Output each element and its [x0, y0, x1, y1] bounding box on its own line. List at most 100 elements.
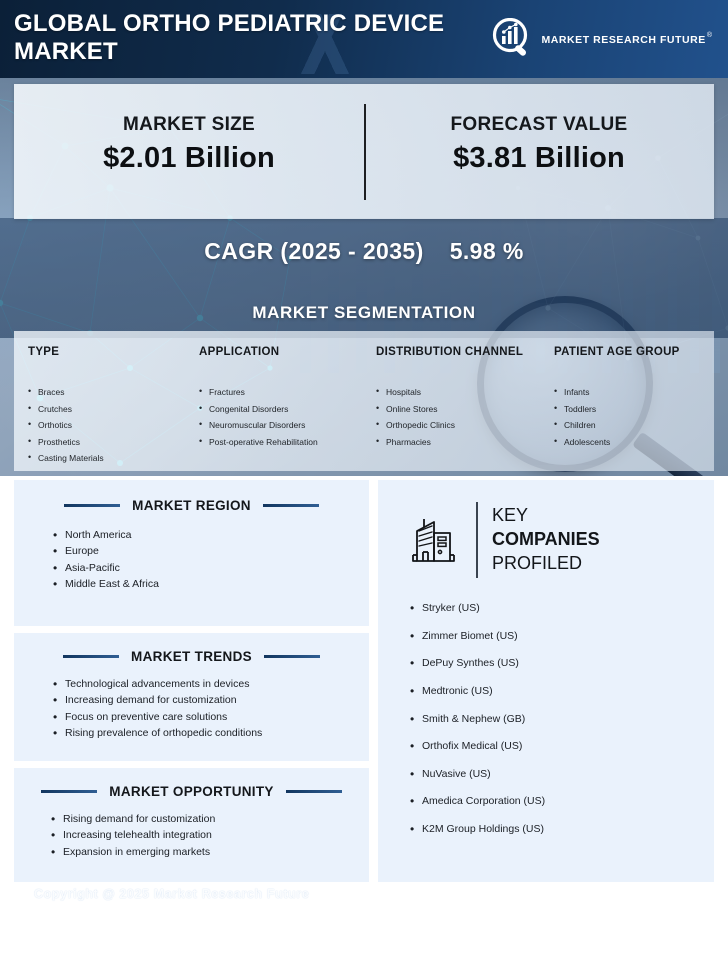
key-companies-word-1: KEY	[492, 505, 529, 526]
segment-item: Pharmacies	[376, 433, 546, 451]
market-trends-title: MARKET TRENDS	[131, 649, 252, 664]
title-rule-right	[262, 504, 319, 507]
market-region-title: MARKET REGION	[132, 498, 251, 513]
segment-item: Toddlers	[554, 400, 714, 418]
segment-item: Congenital Disorders	[199, 400, 369, 418]
segmentation-column-application: APPLICATION Fractures Congenital Disorde…	[199, 345, 369, 450]
overlay-url: www.marketresearchfuture.com	[530, 887, 712, 901]
page-footer: Copyright @ 2026 Market Research Future …	[0, 900, 728, 964]
market-opportunity-list: Rising demand for customization Increasi…	[48, 810, 357, 862]
market-value-panel: MARKET SIZE $2.01 Billion FORECAST VALUE…	[14, 84, 714, 219]
footer-copyright: Copyright @ 2026 Market Research Future	[22, 925, 284, 939]
title-rule-left	[41, 790, 98, 793]
segment-item: Children	[554, 416, 714, 434]
cagr-label: CAGR (2025 - 2035)	[204, 238, 424, 264]
header-watermark	[255, 14, 395, 74]
segment-item: Prosthetics	[28, 433, 198, 451]
segment-item: Post-operative Rehabilitation	[199, 433, 369, 451]
title-rule-right	[285, 790, 342, 793]
list-item: NuVasive (US)	[408, 767, 714, 782]
key-companies-word-3: PROFILED	[492, 552, 583, 573]
segment-heading: APPLICATION	[199, 346, 280, 358]
segment-item: Neuromuscular Disorders	[199, 416, 369, 434]
list-item: DePuy Synthes (US)	[408, 656, 714, 671]
market-trends-card: MARKET TRENDS Technological advancements…	[14, 633, 369, 761]
list-item: Stryker (US)	[408, 601, 714, 616]
market-region-card: MARKET REGION North America Europe Asia-…	[14, 480, 369, 626]
footer-url[interactable]: www.marketresearchfuture.com	[526, 925, 706, 939]
list-item: Medtronic (US)	[408, 684, 714, 699]
list-item: Expansion in emerging markets	[48, 843, 357, 862]
segmentation-column-type: TYPE Braces Crutches Orthotics Prostheti…	[28, 345, 198, 467]
list-item: Middle East & Africa	[50, 575, 353, 594]
forecast-value-label: FORECAST VALUE	[450, 114, 628, 135]
market-trends-title-row: MARKET TRENDS	[30, 649, 353, 664]
segment-item: Orthotics	[28, 416, 198, 434]
logo-text: MARKET RESEARCH FUTURE	[541, 34, 706, 46]
key-companies-divider	[476, 502, 478, 578]
market-opportunity-card: MARKET OPPORTUNITY Rising demand for cus…	[14, 768, 369, 882]
list-item: Rising demand for customization	[48, 810, 357, 829]
key-companies-word-2: COMPANIES	[492, 529, 600, 550]
market-opportunity-title: MARKET OPPORTUNITY	[109, 784, 274, 799]
segment-list: Braces Crutches Orthotics Prosthetics Ca…	[28, 383, 198, 467]
list-item: Orthofix Medical (US)	[408, 739, 714, 754]
title-rule-left	[64, 504, 121, 507]
value-panel-divider	[364, 104, 366, 200]
market-size-label: MARKET SIZE	[122, 114, 256, 135]
brand-logo: MARKET RESEARCH FUTURE®	[492, 17, 712, 60]
list-item: Asia-Pacific	[50, 559, 353, 578]
market-size-value: $2.01 Billion	[103, 142, 275, 174]
page-header: GLOBAL ORTHO PEDIATRIC DEVICE MARKET MAR…	[0, 0, 728, 78]
market-region-title-row: MARKET REGION	[30, 498, 353, 513]
list-item: Technological advancements in devices	[50, 675, 353, 694]
list-item: North America	[50, 526, 353, 545]
forecast-value-block: FORECAST VALUE $3.81 Billion	[364, 114, 714, 175]
market-opportunity-title-row: MARKET OPPORTUNITY	[26, 784, 357, 799]
segmentation-column-distribution-channel: DISTRIBUTION CHANNEL Hospitals Online St…	[376, 345, 546, 450]
list-item: Rising prevalence of orthopedic conditio…	[50, 724, 353, 743]
segment-item: Online Stores	[376, 400, 546, 418]
key-companies-list: Stryker (US) Zimmer Biomet (US) DePuy Sy…	[408, 601, 714, 837]
segment-heading: DISTRIBUTION CHANNEL	[376, 346, 524, 358]
list-item: Focus on preventive care solutions	[50, 708, 353, 727]
segment-heading: TYPE	[28, 346, 60, 358]
segment-item: Hospitals	[376, 383, 546, 401]
logo-wordmark: MARKET RESEARCH FUTURE®	[541, 30, 712, 48]
title-rule-left	[63, 655, 120, 658]
list-item: Amedica Corporation (US)	[408, 795, 714, 810]
key-companies-heading: KEY COMPANIES PROFILED	[492, 504, 600, 575]
hero-band: MARKET SIZE $2.01 Billion FORECAST VALUE…	[0, 78, 728, 476]
segment-item: Orthopedic Clinics	[376, 416, 546, 434]
registered-mark-icon: ®	[706, 31, 712, 39]
overlay-copyright: Copyright @ 2025 Market Research Future	[34, 887, 310, 901]
segment-item: Fractures	[199, 383, 369, 401]
list-item: Zimmer Biomet (US)	[408, 629, 714, 644]
forecast-value-value: $3.81 Billion	[453, 142, 625, 174]
segment-list: Hospitals Online Stores Orthopedic Clini…	[376, 383, 546, 451]
segment-item: Crutches	[28, 400, 198, 418]
list-item: Europe	[50, 542, 353, 561]
segmentation-column-patient-age-group: PATIENT AGE GROUP Infants Toddlers Child…	[554, 345, 714, 450]
market-segmentation-title: MARKET SEGMENTATION	[252, 303, 476, 322]
list-item: Increasing telehealth integration	[48, 826, 357, 845]
segment-list: Fractures Congenital Disorders Neuromusc…	[199, 383, 369, 451]
market-trends-list: Technological advancements in devices In…	[50, 675, 353, 743]
list-item: Increasing demand for customization	[50, 691, 353, 710]
building-icon	[404, 511, 462, 569]
market-size-block: MARKET SIZE $2.01 Billion	[14, 114, 364, 175]
key-companies-header: KEY COMPANIES PROFILED	[378, 480, 714, 578]
market-segmentation-panel: TYPE Braces Crutches Orthotics Prostheti…	[14, 331, 714, 471]
segment-item: Braces	[28, 383, 198, 401]
market-region-list: North America Europe Asia-Pacific Middle…	[50, 526, 353, 594]
segment-item: Casting Materials	[28, 449, 198, 467]
segment-item: Infants	[554, 383, 714, 401]
segment-list: Infants Toddlers Children Adolescents	[554, 383, 714, 450]
cagr-value: 5.98 %	[449, 238, 524, 264]
lower-content: MARKET REGION North America Europe Asia-…	[0, 476, 728, 901]
hero-tint-mid	[0, 218, 728, 338]
cagr-row: CAGR (2025 - 2035) 5.98 %	[0, 238, 728, 265]
title-rule-right	[263, 655, 320, 658]
segment-heading: PATIENT AGE GROUP	[554, 346, 680, 358]
page-title: GLOBAL ORTHO PEDIATRIC DEVICE MARKET	[14, 10, 445, 66]
